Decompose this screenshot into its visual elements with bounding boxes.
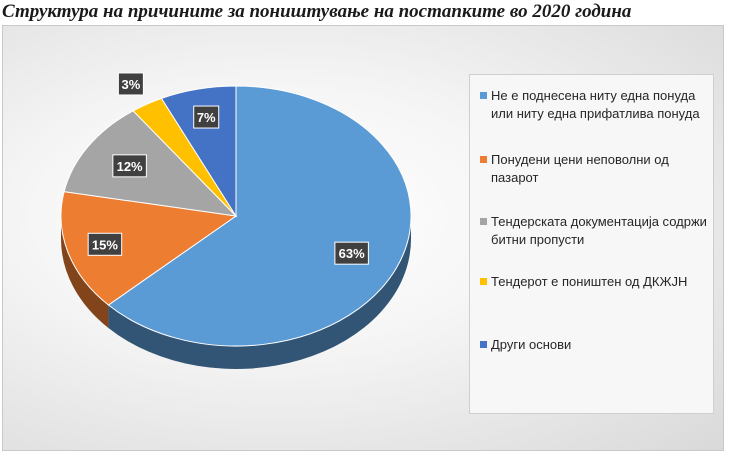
legend-item-5: Други основи <box>480 336 708 354</box>
legend-item-4: Тендерот е поништен од ДКЖЈН <box>480 273 708 291</box>
data-label-1: 63% <box>334 241 369 265</box>
pie-chart: 63% 15% 12% 3% 7% <box>60 72 412 369</box>
legend-swatch-5 <box>480 341 487 348</box>
data-label-text-4: 3% <box>121 77 140 92</box>
legend-item-2: Понудени цени неповолни од пазарот <box>480 151 708 187</box>
pie-side-walls <box>60 216 412 369</box>
data-label-box-3 <box>112 154 147 178</box>
data-label-5: 7% <box>193 105 220 129</box>
data-label-box-4 <box>117 72 144 96</box>
pie-slice-3 <box>63 110 238 217</box>
data-label-text-2: 15% <box>92 237 118 252</box>
legend: Не е поднесена ниту една понуда или ниту… <box>469 74 714 414</box>
data-label-box-1 <box>334 241 369 265</box>
legend-item-3: Тендерската документација содржи битни п… <box>480 213 708 249</box>
data-label-box-5 <box>193 105 220 129</box>
data-label-2: 15% <box>87 232 123 256</box>
data-label-text-5: 7% <box>197 110 216 125</box>
legend-swatch-1 <box>480 92 487 99</box>
legend-item-1: Не е поднесена ниту една понуда или ниту… <box>480 87 708 123</box>
legend-label-3: Тендерската документација содржи битни п… <box>491 214 707 247</box>
legend-swatch-3 <box>480 218 487 225</box>
pie-slices <box>60 85 412 347</box>
data-label-box-2 <box>87 232 123 256</box>
data-label-text-3: 12% <box>117 159 143 174</box>
data-label-3: 12% <box>112 154 147 178</box>
legend-label-1: Не е поднесена ниту една понуда или ниту… <box>491 88 700 121</box>
legend-label-4: Тендерот е поништен од ДКЖЈН <box>491 274 688 289</box>
pie-slice-2 <box>60 191 238 306</box>
legend-label-2: Понудени цени неповолни од пазарот <box>491 152 669 185</box>
pie-slice-1 <box>107 85 412 347</box>
pie-side-2 <box>60 216 109 328</box>
pie-side-1 <box>108 216 412 369</box>
data-label-4: 3% <box>117 72 144 96</box>
data-label-text-1: 63% <box>339 246 365 261</box>
legend-swatch-2 <box>480 156 487 163</box>
chart-title: Структура на причините за поништување на… <box>2 1 632 22</box>
data-labels: 63% 15% 12% 3% 7% <box>87 72 369 265</box>
legend-swatch-4 <box>480 278 487 285</box>
chart-area: 63% 15% 12% 3% 7% Не е поднесена ниту една п… <box>2 25 724 451</box>
legend-label-5: Други основи <box>491 337 572 352</box>
